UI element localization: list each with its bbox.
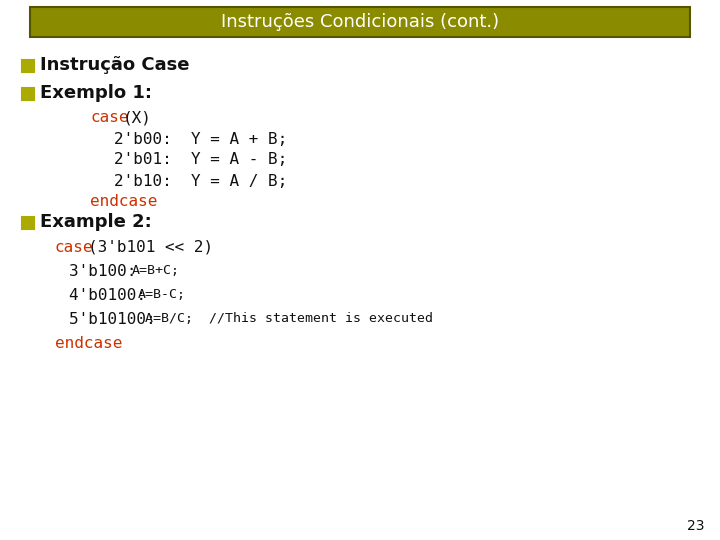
Text: case: case bbox=[90, 111, 128, 125]
Text: (3'b101 << 2): (3'b101 << 2) bbox=[88, 240, 213, 254]
Text: A=B-C;: A=B-C; bbox=[138, 288, 186, 301]
Text: endcase: endcase bbox=[55, 335, 122, 350]
Text: A=B+C;: A=B+C; bbox=[131, 265, 179, 278]
Text: 2'b00:  Y = A + B;: 2'b00: Y = A + B; bbox=[114, 132, 287, 146]
Text: Example 2:: Example 2: bbox=[40, 213, 152, 231]
Text: 2'b01:  Y = A - B;: 2'b01: Y = A - B; bbox=[114, 152, 287, 167]
Text: A=B/C;  //This statement is executed: A=B/C; //This statement is executed bbox=[145, 313, 433, 326]
Bar bbox=[30, 7, 690, 37]
Bar bbox=[22, 60, 34, 72]
Text: 5'b10100:: 5'b10100: bbox=[69, 312, 175, 327]
Text: 23: 23 bbox=[688, 519, 705, 533]
Text: endcase: endcase bbox=[90, 194, 158, 210]
Text: case: case bbox=[55, 240, 94, 254]
Text: Exemplo 1:: Exemplo 1: bbox=[40, 84, 152, 102]
Text: 4'b0100:: 4'b0100: bbox=[69, 287, 166, 302]
Text: 3'b100:: 3'b100: bbox=[69, 264, 156, 279]
Text: Instrução Case: Instrução Case bbox=[40, 56, 189, 74]
Text: 2'b10:  Y = A / B;: 2'b10: Y = A / B; bbox=[114, 173, 287, 188]
Bar bbox=[22, 217, 34, 229]
Text: (X): (X) bbox=[123, 111, 152, 125]
Bar bbox=[22, 88, 34, 100]
Text: Instruções Condicionais (cont.): Instruções Condicionais (cont.) bbox=[221, 13, 499, 31]
